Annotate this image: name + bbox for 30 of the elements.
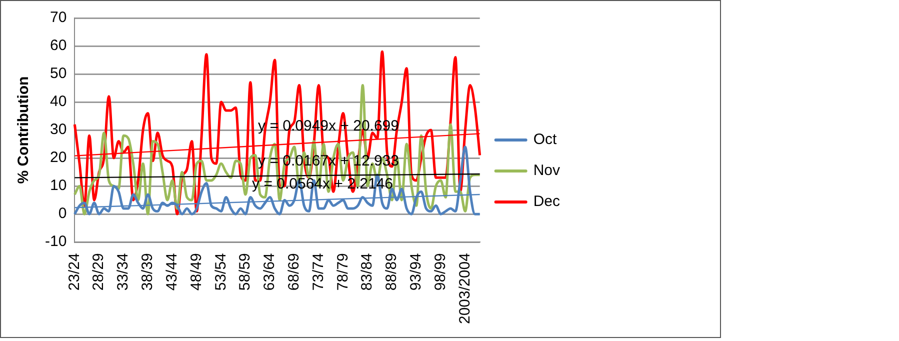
- x-tick-label: 88/89: [383, 253, 400, 291]
- y-tick-label: -10: [44, 233, 67, 250]
- legend-label: Nov: [533, 162, 560, 180]
- y-tick-label: 30: [50, 121, 67, 138]
- x-tick-label: 43/44: [163, 253, 180, 291]
- x-tick-label: 78/79: [334, 253, 352, 291]
- y-tick-label: 0: [58, 205, 67, 222]
- x-tick-label: 98/99: [432, 253, 449, 291]
- x-tick-label: 68/69: [285, 253, 302, 291]
- x-tick-label: 73/74: [310, 253, 327, 291]
- y-tick-label: 40: [50, 93, 67, 110]
- x-tick-label: 33/34: [114, 253, 132, 291]
- y-tick-label: 50: [50, 65, 67, 82]
- x-tick-label: 53/54: [212, 253, 230, 291]
- legend-label: Oct: [533, 131, 558, 148]
- y-axis-title: % Contribution: [15, 76, 32, 184]
- y-tick-label: 60: [50, 37, 67, 54]
- x-tick-label: 58/59: [236, 253, 254, 291]
- legend-label: Dec: [533, 193, 560, 210]
- x-tick-label: 63/64: [261, 253, 278, 291]
- y-tick-label: 70: [50, 9, 67, 26]
- x-tick-label: 38/39: [139, 253, 156, 291]
- x-tick-label: 23/24: [66, 253, 83, 291]
- y-tick-label: 10: [50, 177, 67, 194]
- x-tick-label: 93/94: [408, 253, 425, 291]
- x-tick-label: 48/49: [188, 253, 205, 291]
- x-tick-label: 83/84: [358, 253, 376, 291]
- y-tick-label: 20: [50, 149, 67, 166]
- x-tick-label: 28/29: [90, 253, 108, 291]
- x-tick-label: 2003/2004: [456, 253, 474, 324]
